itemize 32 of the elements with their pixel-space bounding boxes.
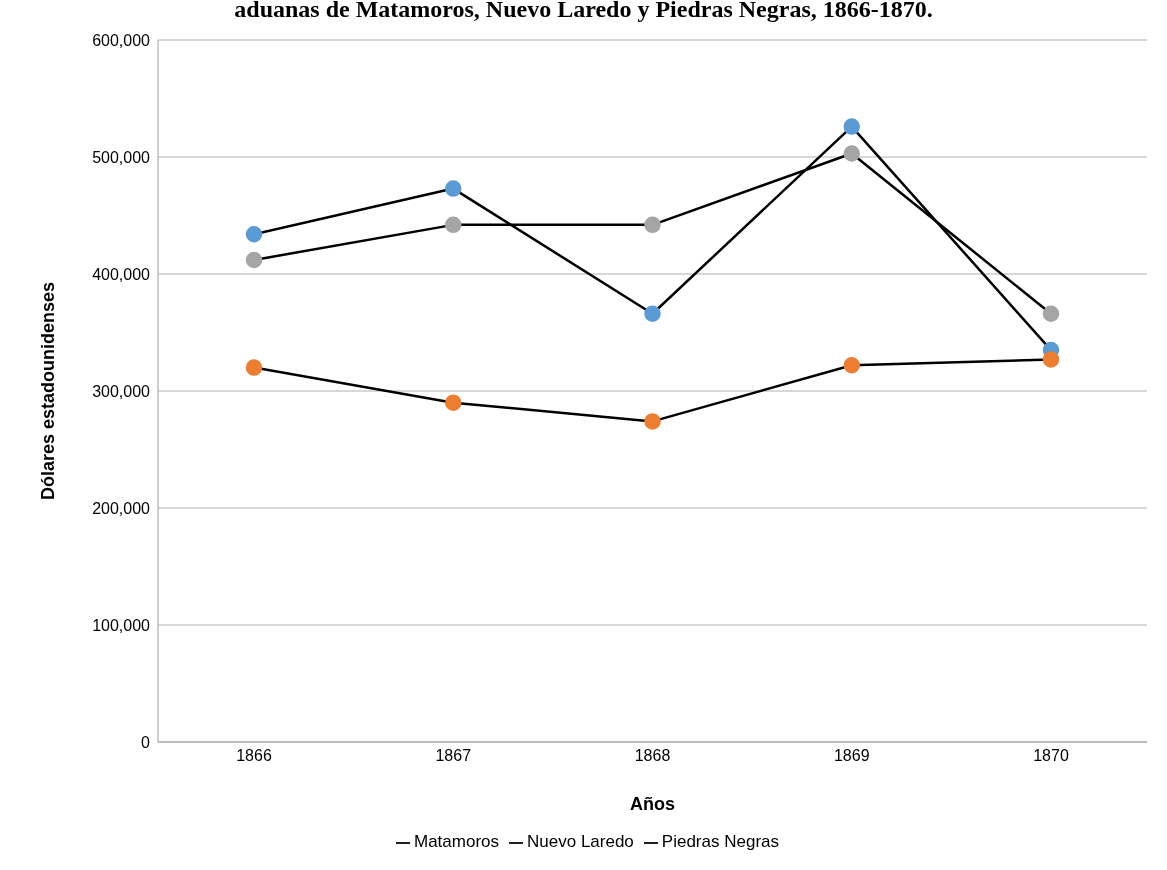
point <box>843 357 860 374</box>
point <box>644 305 661 323</box>
y-axis-title: Dólares estadounidenses <box>38 281 59 501</box>
x-tick-label: 1870 <box>1033 747 1069 765</box>
point <box>644 413 661 430</box>
x-axis-title: Años <box>630 793 675 814</box>
point <box>445 216 462 234</box>
point <box>245 225 263 243</box>
y-tick-label: 500,000 <box>92 148 151 166</box>
point <box>843 118 860 135</box>
legend-label: Piedras Negras <box>661 832 779 851</box>
chart-title: aduanas de Matamoros, Nuevo Laredo y Piedras Negras, 1866-1870. <box>233 0 934 23</box>
legend-label: Nuevo Laredo <box>527 832 634 851</box>
x-tick-label: 1868 <box>634 747 671 765</box>
point <box>1042 305 1060 323</box>
point <box>445 180 462 197</box>
y-tick-label: 400,000 <box>92 265 151 283</box>
y-tick-label: 100,000 <box>92 616 151 634</box>
y-tick-label: 200,000 <box>92 499 151 517</box>
point <box>245 359 263 376</box>
point <box>245 251 263 269</box>
y-tick-label: 0 <box>141 733 151 751</box>
y-tick-label: 300,000 <box>92 382 151 400</box>
point <box>843 145 860 162</box>
x-tick-label: 1866 <box>236 747 272 765</box>
x-tick-label: 1867 <box>435 747 472 765</box>
point <box>1042 351 1060 368</box>
legend-label: Matamoros <box>413 832 500 851</box>
y-tick-label: 600,000 <box>92 31 151 49</box>
point <box>644 216 661 234</box>
point <box>445 394 462 411</box>
x-tick-label: 1869 <box>833 747 870 765</box>
